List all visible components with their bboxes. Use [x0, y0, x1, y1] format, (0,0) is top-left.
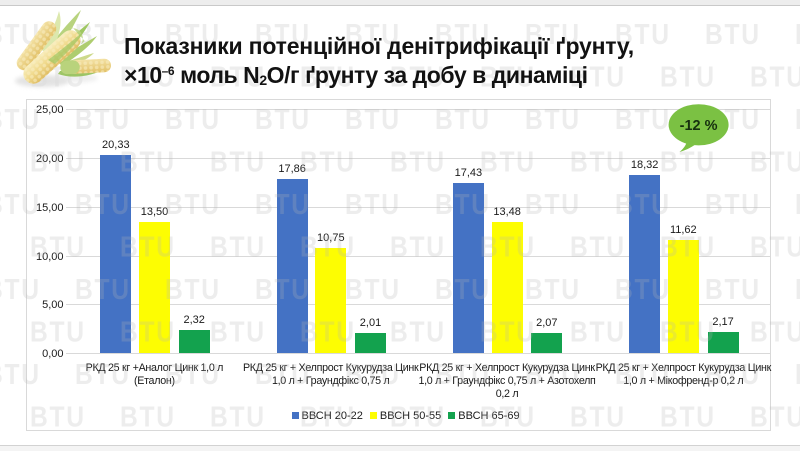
svg-text:-12 %: -12 % — [680, 118, 718, 134]
